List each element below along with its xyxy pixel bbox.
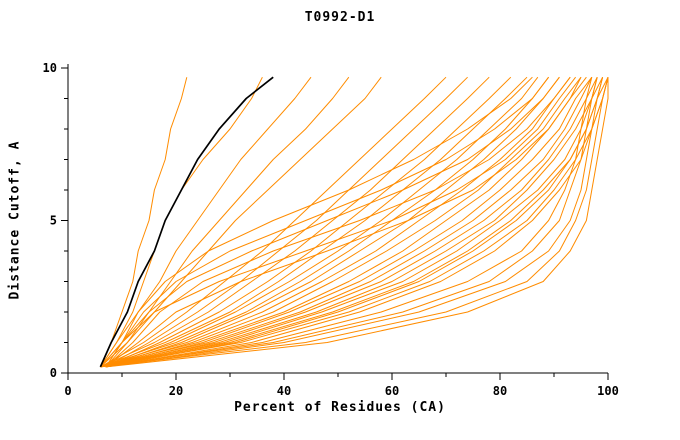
model-curve	[100, 76, 350, 368]
model-curve	[105, 76, 512, 368]
model-curve	[105, 76, 582, 368]
model-curves	[99, 76, 609, 368]
model-curve	[105, 76, 593, 368]
model-curve	[100, 76, 447, 368]
highlighted-model-curve	[99, 76, 274, 368]
model-curve	[100, 76, 560, 368]
model-curve	[100, 77, 609, 368]
x-tick-label: 100	[597, 384, 619, 398]
x-axis-label: Percent of Residues (CA)	[234, 400, 446, 415]
model-curve	[105, 76, 582, 368]
chart-title: T0992-D1	[304, 10, 376, 25]
model-curve	[105, 76, 604, 368]
model-curve	[105, 76, 539, 368]
y-tick-label: 5	[50, 214, 57, 228]
model-curve	[100, 76, 571, 368]
model-curve	[105, 76, 312, 368]
model-curve	[105, 77, 593, 368]
model-curve	[105, 77, 604, 368]
model-curve	[105, 76, 560, 368]
model-curve	[105, 76, 382, 368]
model-curve	[99, 76, 533, 368]
model-curve	[100, 76, 587, 368]
y-tick-label: 10	[43, 61, 57, 75]
model-curve	[100, 77, 598, 368]
model-curve	[100, 77, 604, 368]
model-curve	[105, 77, 609, 368]
model-curve	[99, 77, 188, 368]
model-curve	[105, 76, 571, 368]
model-curve	[105, 76, 468, 368]
model-curve	[105, 76, 598, 368]
model-curve	[105, 77, 609, 368]
model-curve	[100, 77, 598, 368]
y-tick-label: 0	[50, 366, 57, 380]
x-tick-label: 0	[64, 384, 71, 398]
model-curve	[105, 76, 609, 368]
model-curve	[99, 76, 263, 368]
axes: 0 20 40 60 80 100 0 5 10	[43, 61, 619, 398]
model-curve	[100, 76, 528, 368]
x-tick-label: 40	[277, 384, 291, 398]
model-curve	[105, 76, 549, 368]
x-tick-label: 60	[385, 384, 399, 398]
model-curve	[100, 76, 593, 368]
x-tick-label: 80	[493, 384, 507, 398]
model-curve	[100, 76, 549, 368]
x-tick-label: 20	[169, 384, 183, 398]
model-curve	[100, 76, 490, 368]
